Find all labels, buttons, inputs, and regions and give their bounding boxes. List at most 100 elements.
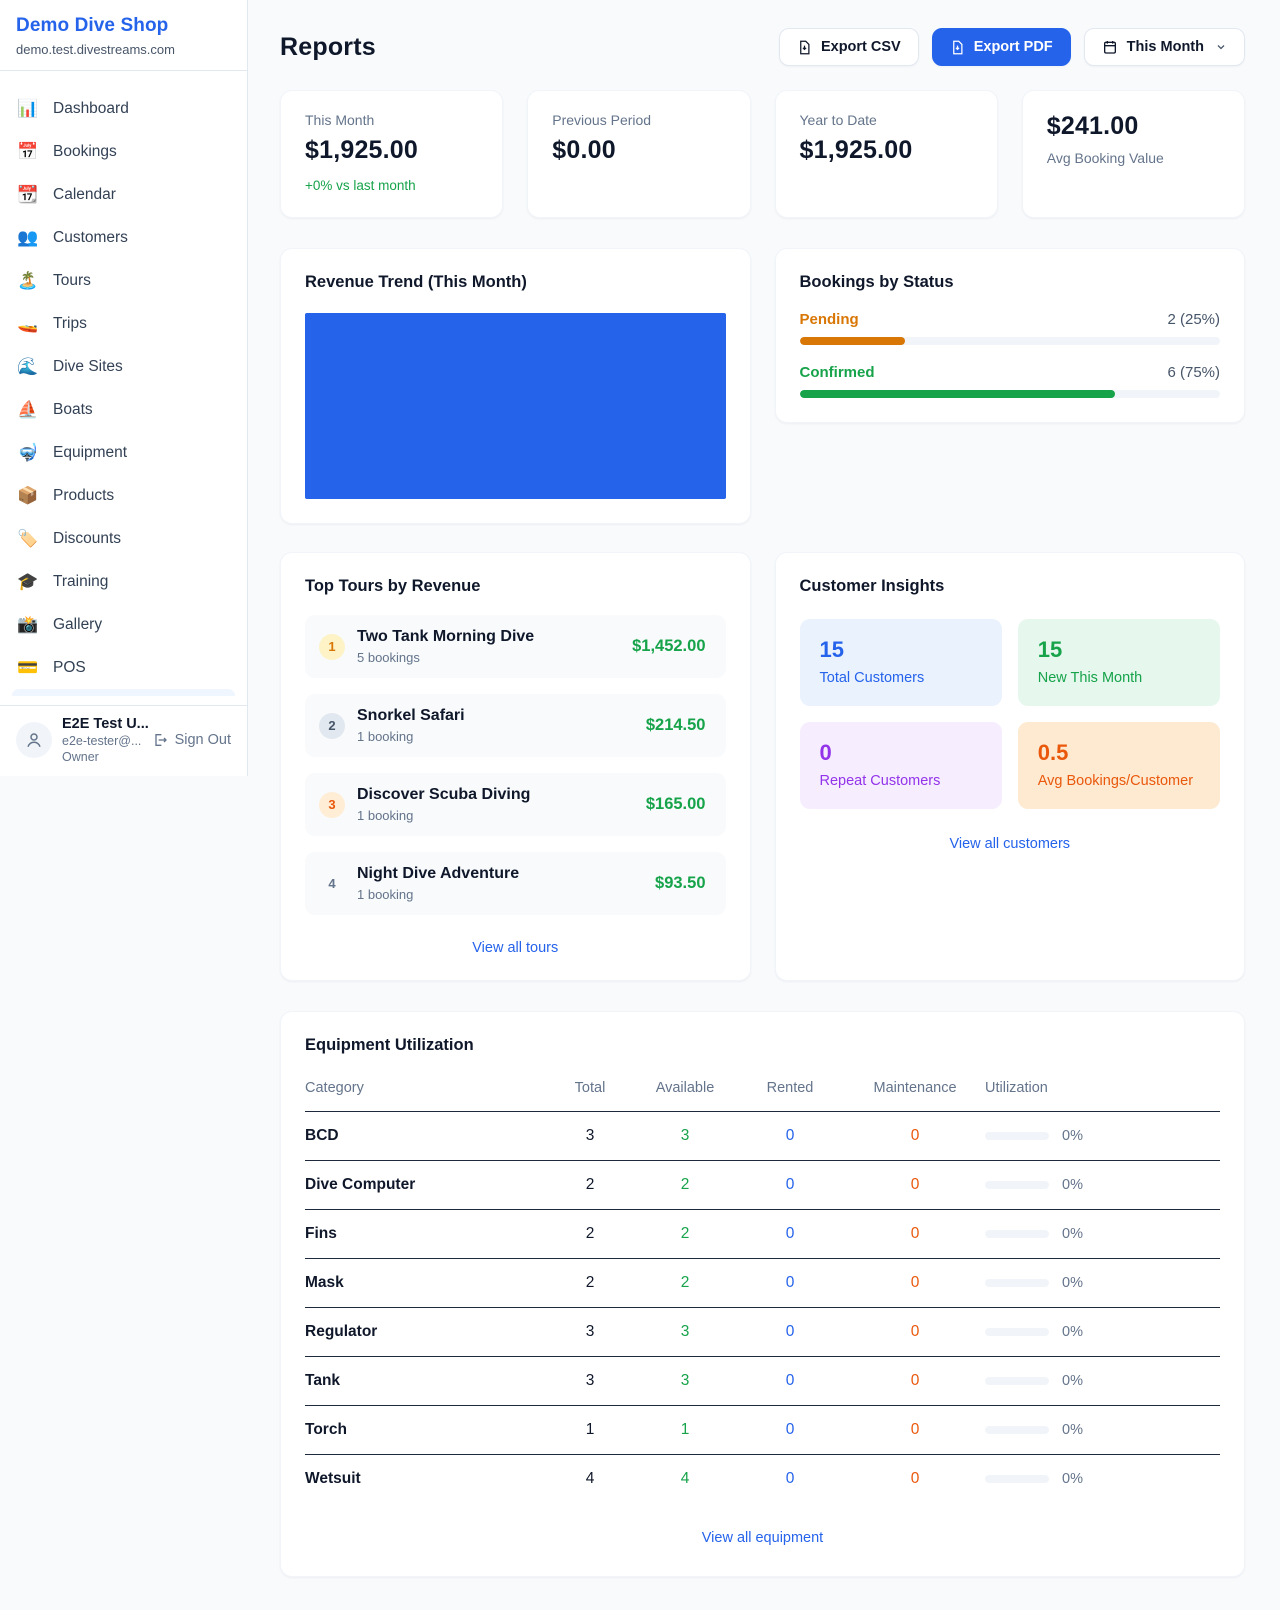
sidebar-item-bookings[interactable]: 📅 Bookings bbox=[0, 130, 247, 173]
export-pdf-button[interactable]: Export PDF bbox=[931, 28, 1071, 66]
sidebar-item-training[interactable]: 🎓 Training bbox=[0, 560, 247, 603]
equipment-table-row: Mask 2 2 0 0 0% bbox=[305, 1259, 1220, 1308]
nav-item-label: Training bbox=[53, 572, 109, 590]
status-bar-fill bbox=[799, 337, 905, 345]
sidebar-item-gallery[interactable]: 📸 Gallery bbox=[0, 603, 247, 646]
stats-row: This Month $1,925.00 +0% vs last month P… bbox=[280, 90, 1245, 218]
sidebar-item-equipment[interactable]: 🤿 Equipment bbox=[0, 431, 247, 474]
diving-mask-icon: 🤿 bbox=[17, 442, 39, 462]
stat-label: Previous Period bbox=[552, 112, 652, 128]
nav-item-label: Tours bbox=[53, 271, 91, 289]
sidebar-item-discounts[interactable]: 🏷️ Discounts bbox=[0, 517, 247, 560]
nav-item-label: Dive Sites bbox=[53, 357, 123, 375]
shop-domain: demo.test.divestreams.com bbox=[16, 42, 175, 57]
status-item: Confirmed 6 (75%) bbox=[799, 364, 1220, 398]
sidebar-item-dashboard[interactable]: 📊 Dashboard bbox=[0, 87, 247, 130]
user-name: E2E Test U... bbox=[62, 716, 149, 732]
sidebar-item-customers[interactable]: 👥 Customers bbox=[0, 216, 247, 259]
tag-icon: 🏷️ bbox=[17, 528, 39, 548]
user-info: E2E Test U... e2e-tester@... Owner bbox=[62, 716, 149, 764]
sidebar-item-tours[interactable]: 🏝️ Tours bbox=[0, 259, 247, 302]
equipment-column-category: Category bbox=[305, 1080, 364, 1096]
tour-amount: $1,452.00 bbox=[632, 637, 706, 655]
view-all-customers-link[interactable]: View all customers bbox=[949, 836, 1071, 852]
equipment-category: Wetsuit bbox=[305, 1470, 361, 1487]
stat-delta: +0% vs last month bbox=[305, 178, 416, 193]
equipment-available: 3 bbox=[680, 1127, 690, 1144]
insight-label: Avg Bookings/Customer bbox=[1037, 773, 1194, 789]
equipment-rented: 0 bbox=[785, 1176, 795, 1193]
equipment-table-row: Wetsuit 4 4 0 0 0% bbox=[305, 1455, 1220, 1503]
sidebar: Demo Dive Shop demo.test.divestreams.com… bbox=[0, 0, 248, 776]
export-csv-button[interactable]: Export CSV bbox=[778, 28, 919, 66]
equipment-total: 2 bbox=[585, 1225, 595, 1242]
equipment-column-utilization: Utilization bbox=[985, 1080, 1048, 1096]
sidebar-item-products[interactable]: 📦 Products bbox=[0, 474, 247, 517]
tour-amount: $93.50 bbox=[655, 874, 706, 892]
utilization-bar-track bbox=[985, 1377, 1049, 1385]
user-role: Owner bbox=[62, 750, 99, 764]
equipment-utilization-cell: 0% bbox=[985, 1177, 1220, 1193]
page-header: Reports Export CSV Export PDF This Month bbox=[280, 28, 1245, 66]
view-all-equipment-link[interactable]: View all equipment bbox=[701, 1530, 824, 1546]
equipment-maintenance: 0 bbox=[910, 1127, 920, 1144]
page-title: Reports bbox=[280, 32, 376, 61]
view-all-tours-link[interactable]: View all tours bbox=[472, 940, 559, 956]
stat-card: This Month $1,925.00 +0% vs last month bbox=[280, 90, 504, 218]
stat-card: Avg Booking Value $241.00 bbox=[1021, 90, 1245, 218]
status-item: Pending 2 (25%) bbox=[799, 311, 1220, 345]
period-dropdown[interactable]: This Month bbox=[1083, 28, 1245, 66]
nav-item-label: Calendar bbox=[53, 185, 116, 203]
utilization-percent: 0% bbox=[1062, 1373, 1083, 1389]
utilization-bar-track bbox=[985, 1279, 1049, 1287]
nav-item-active-partial[interactable] bbox=[12, 689, 235, 696]
people-icon: 👥 bbox=[17, 227, 39, 247]
nav-item-label: Discounts bbox=[53, 529, 122, 547]
customer-insights-card: Customer Insights 15 Total Customers 15 … bbox=[774, 552, 1245, 981]
nav-item-label: Products bbox=[53, 486, 115, 504]
status-bar-track bbox=[799, 337, 1220, 345]
insight-label: New This Month bbox=[1037, 670, 1143, 686]
shop-name: Demo Dive Shop bbox=[16, 15, 169, 36]
tour-row: 1 Two Tank Morning Dive 5 bookings $1,45… bbox=[305, 615, 726, 678]
equipment-column-rented: Rented bbox=[766, 1080, 814, 1096]
nav-item-label: Customers bbox=[53, 228, 128, 246]
stat-card: Year to Date $1,925.00 bbox=[774, 90, 998, 218]
status-count: 6 (75%) bbox=[1167, 364, 1220, 381]
insight-value: 15 bbox=[819, 637, 844, 662]
tour-rank-badge: 1 bbox=[319, 633, 345, 660]
revenue-trend-title: Revenue Trend (This Month) bbox=[305, 273, 527, 291]
header-actions: Export CSV Export PDF This Month bbox=[778, 28, 1245, 66]
island-icon: 🏝️ bbox=[17, 270, 39, 290]
bookings-by-status-title: Bookings by Status bbox=[799, 273, 954, 291]
tour-rank-badge: 2 bbox=[319, 712, 345, 739]
sidebar-item-trips[interactable]: 🚤 Trips bbox=[0, 302, 247, 345]
tour-amount: $214.50 bbox=[645, 716, 706, 734]
tour-name: Night Dive Adventure bbox=[357, 865, 520, 882]
calendar-icon: 📅 bbox=[17, 141, 39, 161]
insight-value: 15 bbox=[1037, 637, 1063, 662]
nav-item-label: Equipment bbox=[53, 443, 128, 461]
chevron-down-icon bbox=[1217, 45, 1225, 50]
equipment-rented: 0 bbox=[785, 1274, 795, 1291]
file-download-icon bbox=[952, 40, 963, 54]
status-label: Pending bbox=[799, 311, 859, 328]
status-bar-fill bbox=[799, 390, 1115, 398]
sidebar-item-boats[interactable]: ⛵ Boats bbox=[0, 388, 247, 431]
equipment-column-available: Available bbox=[655, 1080, 715, 1096]
tour-name: Discover Scuba Diving bbox=[357, 786, 531, 803]
export-csv-label: Export CSV bbox=[820, 39, 901, 55]
utilization-percent: 0% bbox=[1062, 1324, 1083, 1340]
sign-out-button[interactable]: Sign Out bbox=[152, 732, 231, 748]
revenue-trend-card: Revenue Trend (This Month) bbox=[280, 248, 751, 524]
sidebar-item-pos[interactable]: 💳 POS bbox=[0, 646, 247, 689]
sidebar-item-calendar[interactable]: 📆 Calendar bbox=[0, 173, 247, 216]
stat-value: $1,925.00 bbox=[305, 136, 419, 164]
sidebar-nav: 📊 Dashboard 📅 Bookings 📆 Calendar 👥 Cust… bbox=[0, 71, 247, 705]
top-tours-card: Top Tours by Revenue 1 Two Tank Morning … bbox=[280, 552, 751, 981]
equipment-utilization-cell: 0% bbox=[985, 1373, 1220, 1389]
nav-item-label: Bookings bbox=[53, 142, 117, 160]
sidebar-item-dive-sites[interactable]: 🌊 Dive Sites bbox=[0, 345, 247, 388]
sailboat-icon: ⛵ bbox=[17, 399, 39, 419]
status-count: 2 (25%) bbox=[1167, 311, 1220, 328]
